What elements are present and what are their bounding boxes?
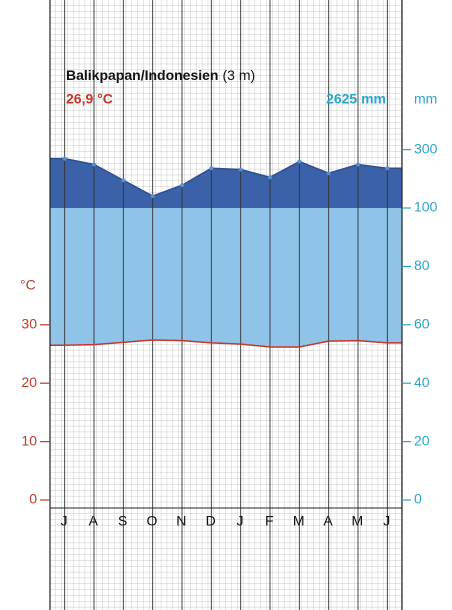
- x-tick-label: F: [265, 513, 274, 529]
- perhumid-area: [50, 158, 402, 208]
- y-tick-label: 10: [21, 432, 37, 448]
- precip-point: [92, 162, 96, 167]
- y-unit: °C: [20, 277, 36, 293]
- y2-unit: mm: [414, 91, 437, 107]
- x-tick-label: M: [351, 513, 363, 529]
- chart-title: Balikpapan/Indonesien (3 m): [66, 67, 255, 83]
- x-tick-label: D: [206, 513, 216, 529]
- y2-tick-label: 100: [414, 199, 438, 215]
- x-tick-label: J: [237, 513, 244, 529]
- precip-point: [268, 175, 272, 180]
- precip-point: [297, 159, 302, 164]
- x-tick-label: J: [383, 513, 390, 529]
- x-tick-label: S: [118, 513, 127, 529]
- station: Balikpapan/Indonesien: [66, 67, 218, 83]
- y-tick-label: 0: [29, 491, 37, 507]
- y-tick-label: 30: [21, 316, 37, 332]
- y2-tick-label: 60: [414, 316, 430, 332]
- x-tick-label: A: [89, 513, 99, 529]
- x-tick-label: M: [293, 513, 305, 529]
- y2-tick-label: 80: [414, 257, 430, 273]
- precip-point: [62, 156, 67, 161]
- precip-point: [180, 183, 184, 188]
- humid-area: [50, 208, 402, 347]
- precip-point: [121, 178, 126, 183]
- y2-tick-label: 40: [414, 374, 430, 390]
- elevation: (3 m): [222, 67, 255, 83]
- x-tick-label: O: [147, 513, 158, 529]
- precip-point: [150, 194, 155, 199]
- precip-annual: 2625 mm: [326, 91, 386, 107]
- y2-tick-label: 300: [414, 140, 438, 156]
- precip-line: [50, 157, 402, 197]
- precip-point: [238, 167, 243, 172]
- x-tick-label: J: [61, 513, 68, 529]
- y-tick-label: 20: [21, 374, 37, 390]
- precip-point: [385, 166, 390, 171]
- x-tick-label: N: [176, 513, 186, 529]
- x-tick-label: A: [323, 513, 333, 529]
- temp-annual: 26,9 °C: [66, 91, 113, 107]
- temp-line: [50, 339, 402, 348]
- precip-point: [326, 171, 331, 176]
- y2-tick-label: 20: [414, 432, 430, 448]
- precip-point: [209, 166, 214, 171]
- precip-point: [356, 162, 360, 167]
- y2-tick-label: 0: [414, 491, 422, 507]
